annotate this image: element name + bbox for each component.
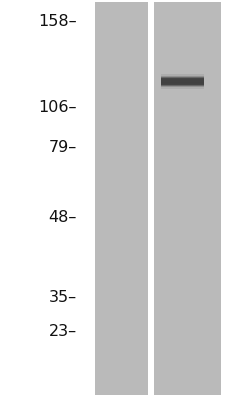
Bar: [160, 82, 203, 89]
Text: 48–: 48–: [48, 210, 76, 226]
Bar: [160, 80, 203, 87]
Bar: [160, 77, 203, 84]
Bar: [94, 2, 148, 395]
Text: 79–: 79–: [48, 140, 76, 156]
Text: 23–: 23–: [48, 324, 76, 340]
Bar: [160, 74, 203, 81]
Bar: [160, 76, 203, 83]
Text: 35–: 35–: [48, 290, 76, 306]
Text: 106–: 106–: [38, 100, 76, 116]
Text: 158–: 158–: [38, 14, 76, 30]
Bar: [160, 79, 203, 86]
Bar: [160, 78, 203, 85]
Bar: [153, 2, 220, 395]
